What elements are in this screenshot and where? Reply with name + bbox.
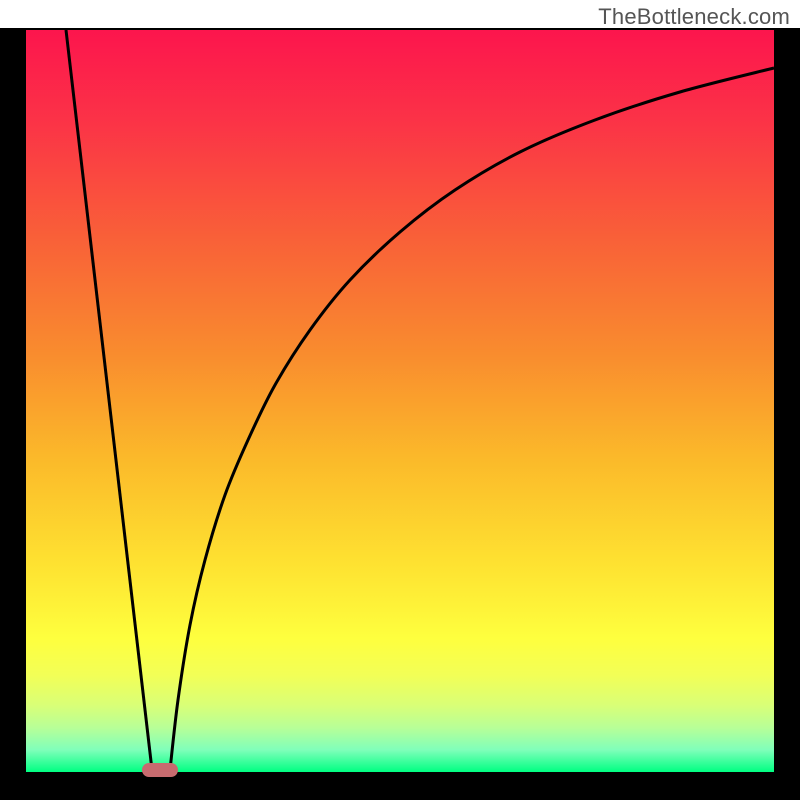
curve-right-branch — [170, 68, 774, 770]
min-marker — [142, 763, 178, 777]
chart-container: TheBottleneck.com — [0, 0, 800, 800]
chart-svg-overlay — [0, 0, 800, 800]
watermark-text: TheBottleneck.com — [598, 4, 790, 30]
curve-left-branch — [66, 30, 152, 770]
